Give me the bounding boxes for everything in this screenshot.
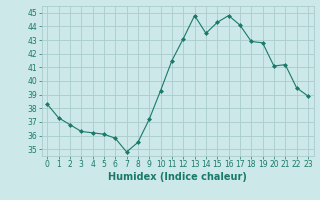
- X-axis label: Humidex (Indice chaleur): Humidex (Indice chaleur): [108, 172, 247, 182]
